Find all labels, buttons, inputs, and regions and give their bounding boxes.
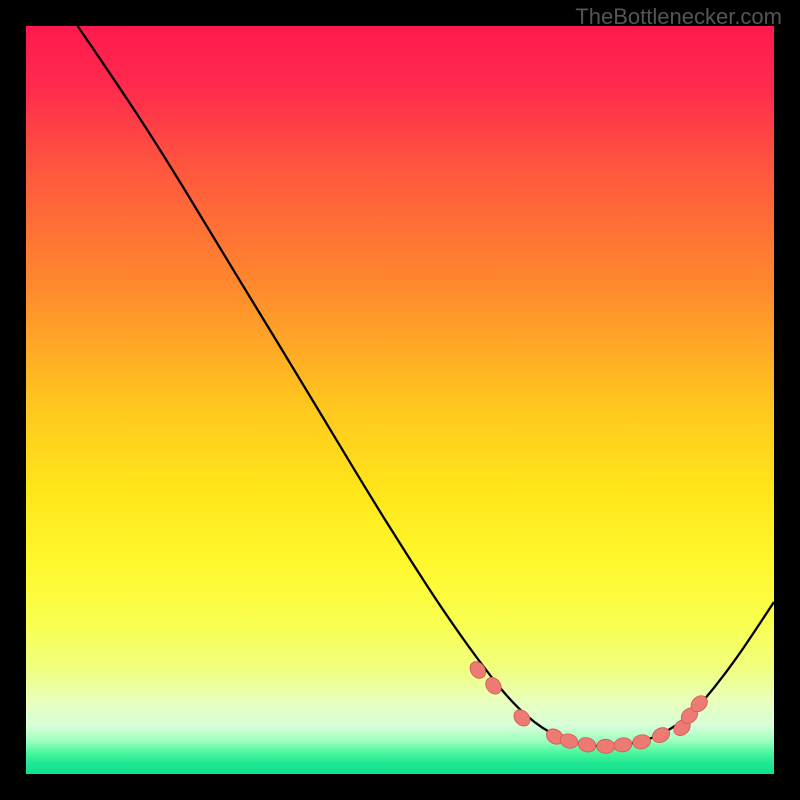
highlight-markers bbox=[467, 659, 711, 754]
highlight-marker bbox=[511, 707, 534, 730]
highlight-marker bbox=[576, 736, 597, 755]
highlight-marker bbox=[650, 725, 672, 746]
highlight-marker bbox=[482, 674, 504, 697]
plot-area bbox=[26, 26, 774, 774]
watermark-text: TheBottlenecker.com bbox=[575, 4, 782, 30]
highlight-marker bbox=[467, 659, 489, 682]
highlight-marker bbox=[631, 733, 651, 750]
highlight-marker bbox=[597, 739, 615, 753]
chart-overlay bbox=[26, 26, 774, 774]
bottleneck-curve bbox=[78, 26, 774, 746]
highlight-marker bbox=[613, 736, 633, 753]
stage: TheBottlenecker.com bbox=[0, 0, 800, 800]
